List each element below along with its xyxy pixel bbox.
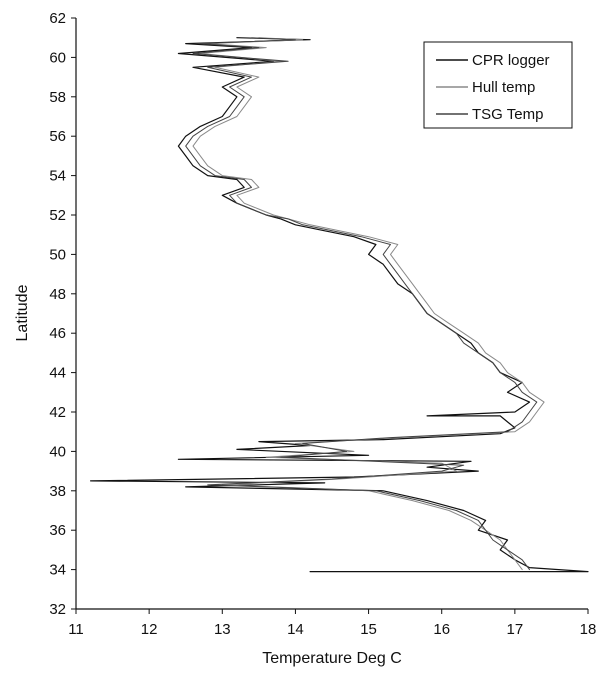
series-line-hull-temp: [192, 37, 545, 571]
y-tick-label: 52: [49, 207, 66, 224]
y-tick-label: 34: [49, 562, 66, 579]
x-tick-label: 12: [141, 621, 158, 638]
legend: CPR logger Hull temp TSG Temp: [423, 41, 573, 129]
ticks-layer: 11 12 13 14 15 16 17 18 32 34 36 38 40 42 44 46 48 50 52 54…: [49, 10, 596, 638]
y-tick-label: 54: [49, 168, 66, 185]
y-tick-label: 42: [49, 404, 66, 421]
y-tick-label: 50: [49, 246, 66, 263]
y-tick-label: 48: [49, 286, 66, 303]
legend-label-tsg-temp: TSG Temp: [472, 106, 543, 123]
x-tick-label: 16: [433, 621, 450, 638]
y-axis-label: Latitude: [14, 284, 31, 341]
legend-label-hull-temp: Hull temp: [472, 79, 535, 96]
x-tick-label: 14: [287, 621, 304, 638]
y-tick-label: 58: [49, 89, 66, 106]
y-tick-label: 40: [49, 443, 66, 460]
y-tick-label: 38: [49, 483, 66, 500]
x-tick-label: 11: [68, 621, 84, 638]
axes-layer: [75, 18, 588, 610]
y-tick-label: 62: [49, 10, 66, 27]
x-tick-label: 17: [507, 621, 524, 638]
y-tick-label: 44: [49, 365, 66, 382]
y-tick-label: 32: [49, 601, 66, 618]
y-tick-label: 56: [49, 128, 66, 145]
y-tick-label: 36: [49, 522, 66, 539]
series-layer: [89, 37, 589, 573]
x-tick-label: 13: [214, 621, 231, 638]
x-tick-label: 15: [360, 621, 377, 638]
y-tick-label: 46: [49, 325, 66, 342]
series-line-tsg-temp: [185, 37, 538, 571]
x-axis-label: Temperature Deg C: [262, 650, 402, 667]
x-tick-label: 18: [580, 621, 597, 638]
y-tick-label: 60: [49, 49, 66, 66]
legend-label-cpr-logger: CPR logger: [472, 52, 550, 69]
